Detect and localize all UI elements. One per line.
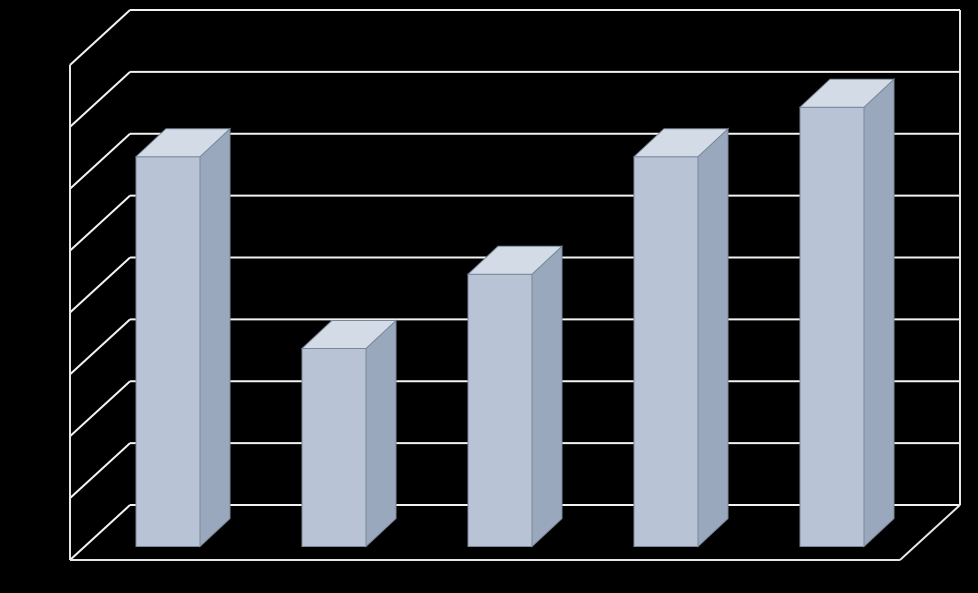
bar-front: [468, 274, 532, 546]
bar-side: [698, 129, 728, 547]
bar-front: [800, 107, 864, 546]
bar-front: [302, 349, 366, 547]
bar-front: [634, 157, 698, 547]
bar-side: [366, 321, 396, 547]
bar-side: [864, 79, 894, 546]
bar-side: [532, 246, 562, 546]
bar-front: [136, 157, 200, 547]
bar-chart-3d: [0, 0, 978, 593]
bar-side: [200, 129, 230, 547]
